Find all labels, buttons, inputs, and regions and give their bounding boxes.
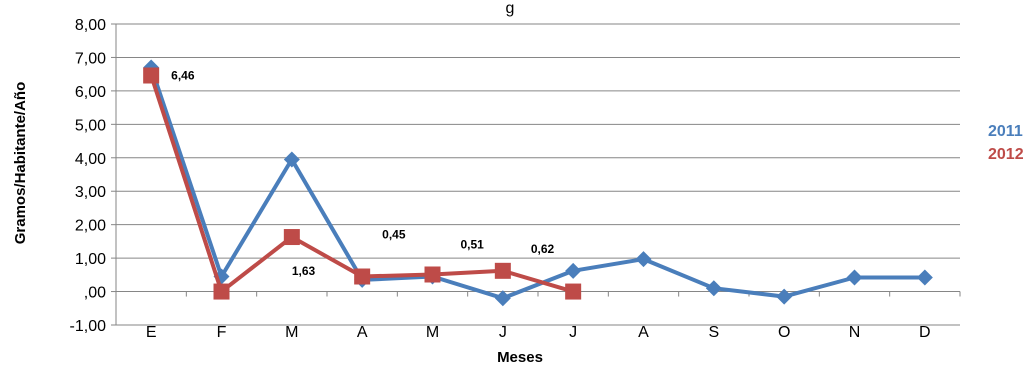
- x-axis-title: Meses: [497, 349, 543, 366]
- data-label: 0,45: [382, 228, 406, 242]
- y-tick-label: -1,00: [70, 318, 107, 335]
- legend: 2011 2012: [988, 123, 1024, 163]
- data-point-2012: [494, 262, 511, 279]
- y-axis-title: Gramos/Habitante/Año: [12, 82, 29, 245]
- y-tick-label: 8,00: [75, 17, 106, 34]
- y-tick-label: 1,00: [75, 251, 106, 268]
- data-point-2011: [635, 251, 652, 268]
- x-tick-label: J: [499, 324, 507, 341]
- data-point-2012: [213, 283, 230, 300]
- data-point-2012: [424, 266, 441, 283]
- legend-label-2011: 2011: [988, 123, 1023, 140]
- x-tick-label: O: [778, 324, 790, 341]
- x-tick-label: E: [146, 324, 157, 341]
- x-tick-label: A: [357, 324, 368, 341]
- data-point-2011: [494, 290, 511, 307]
- data-point-2012: [283, 229, 300, 246]
- x-tick-label: N: [849, 324, 861, 341]
- data-point-2011: [916, 269, 933, 286]
- y-tick-label: 5,00: [75, 117, 106, 134]
- series-lines: [143, 59, 933, 307]
- x-tick-label: S: [708, 324, 719, 341]
- data-label: 6,46: [171, 69, 195, 83]
- data-point-2011: [705, 280, 722, 297]
- x-tick-label: F: [217, 324, 227, 341]
- data-point-2012: [354, 268, 371, 285]
- data-label: 0,51: [461, 237, 485, 251]
- data-point-2012: [565, 283, 582, 300]
- x-tick-label: M: [285, 324, 298, 341]
- y-tick-label: 3,00: [75, 184, 106, 201]
- y-tick-label: 2,00: [75, 218, 106, 235]
- data-point-2012: [143, 67, 160, 84]
- data-point-2011: [283, 151, 300, 168]
- x-tick-label: J: [569, 324, 577, 341]
- x-tick-label: A: [638, 324, 649, 341]
- y-tick-label: 6,00: [75, 84, 106, 101]
- gridlines: [116, 23, 960, 326]
- legend-label-2012: 2012: [988, 146, 1024, 163]
- series-line-2011: [149, 66, 925, 301]
- y-tick-label: 7,00: [75, 50, 106, 67]
- y-tick-label: ,00: [84, 285, 106, 302]
- data-label: 0,62: [531, 242, 555, 256]
- data-point-2011: [776, 288, 793, 305]
- x-tick-label: M: [426, 324, 439, 341]
- data-point-2011: [565, 262, 582, 279]
- data-point-2011: [846, 269, 863, 286]
- axes: -1,00 ,00 1,00 2,00 3,00 4,00 5,00 6,00 7,00 8,00…: [70, 17, 961, 341]
- data-label: 1,63: [292, 264, 316, 278]
- chart-title: g: [506, 0, 515, 17]
- y-tick-label: 4,00: [75, 151, 106, 168]
- data-labels: 6,46 1,63 0,45 0,51 0,62: [171, 69, 554, 279]
- x-tick-label: D: [919, 324, 931, 341]
